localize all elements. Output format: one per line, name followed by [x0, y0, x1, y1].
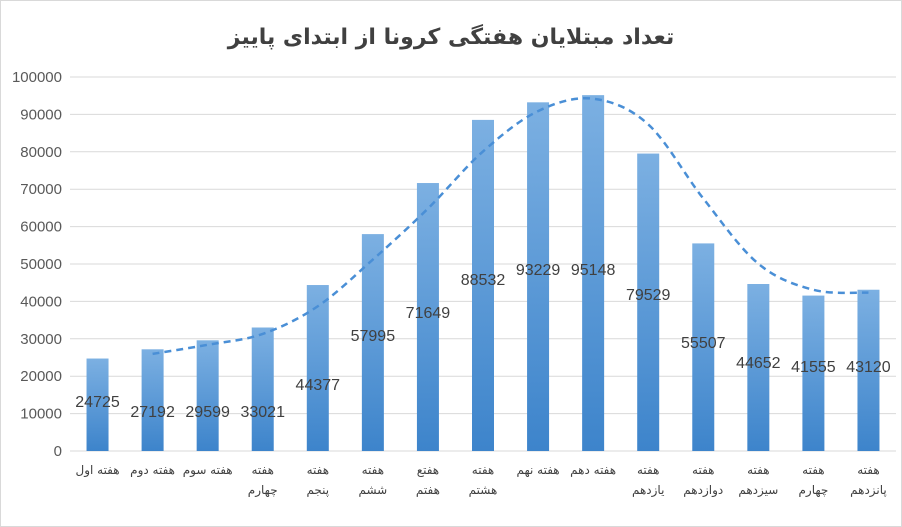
y-tick-label: 20000 [20, 368, 62, 385]
data-label: 93229 [516, 262, 561, 279]
data-label: 33021 [240, 404, 285, 421]
x-tick-label: هشتم [469, 483, 498, 497]
data-label: 57995 [351, 328, 396, 345]
x-tick-label: چهارم [248, 483, 278, 498]
x-tick-label: هفته [362, 463, 384, 477]
x-tick-label: هفته [802, 463, 824, 477]
x-tick-label: هفته [307, 463, 329, 477]
bar [582, 95, 605, 451]
x-tick-label: هفته نهم [517, 463, 560, 477]
data-label: 44377 [296, 377, 341, 394]
x-tick-label: چهارم [798, 483, 828, 498]
data-label: 24725 [75, 394, 120, 411]
bar [416, 183, 439, 451]
data-label: 27192 [130, 404, 175, 421]
y-tick-label: 100000 [12, 69, 62, 86]
x-tick-label: پنجم [306, 483, 329, 497]
x-tick-label: هفته [692, 463, 714, 477]
y-tick-label: 70000 [20, 181, 62, 198]
bar [802, 295, 825, 451]
data-label: 95148 [571, 262, 616, 279]
bar [857, 289, 880, 451]
x-tick-label: هفته [747, 463, 769, 477]
x-tick-label: سیزدهم [738, 483, 778, 498]
x-tick-label: هفته سوم [183, 463, 233, 478]
x-tick-label: پانزدهم [850, 483, 887, 498]
bar [141, 349, 164, 451]
y-tick-label: 50000 [20, 256, 62, 273]
data-label: 41555 [791, 359, 836, 376]
data-label: 79529 [626, 287, 671, 304]
x-tick-label: دوازدهم [683, 483, 723, 498]
x-tick-label: ششم [358, 483, 387, 497]
x-tick-label: هفته اول [75, 463, 119, 478]
x-tick-label: یازدهم [632, 483, 664, 498]
x-tick-label: هفته [637, 463, 659, 477]
bar [361, 234, 384, 451]
data-label: 44652 [736, 355, 781, 372]
x-tick-label: هفته [252, 463, 274, 477]
bar [251, 327, 274, 451]
bar [527, 102, 550, 451]
data-label: 29599 [185, 404, 230, 421]
data-label: 43120 [846, 359, 891, 376]
y-tick-label: 40000 [20, 293, 62, 310]
bar [747, 284, 770, 451]
y-tick-label: 10000 [20, 406, 62, 423]
bar [637, 153, 660, 452]
x-tick-label: هفتم [416, 483, 440, 497]
y-tick-label: 30000 [20, 331, 62, 348]
bar [692, 243, 715, 451]
x-tick-label: هفته [857, 463, 879, 477]
y-tick-label: 80000 [20, 144, 62, 161]
y-tick-label: 0 [54, 443, 62, 460]
data-label: 88532 [461, 272, 506, 289]
data-label: 71649 [406, 305, 451, 322]
bar [196, 340, 219, 451]
x-tick-label: هفته دهم [570, 463, 616, 477]
data-label: 55507 [681, 335, 726, 352]
y-tick-label: 90000 [20, 106, 62, 123]
chart-title: تعداد مبتلایان هفتگی کرونا از ابتدای پای… [227, 23, 674, 50]
x-tick-label: هفته [472, 463, 494, 477]
bar [472, 119, 494, 451]
x-tick-label: هفتع [417, 463, 439, 477]
trendline [152, 97, 869, 356]
x-tick-label: هفته دوم [130, 463, 175, 478]
bar [86, 358, 109, 451]
bar [306, 285, 329, 451]
y-tick-label: 60000 [20, 219, 62, 236]
